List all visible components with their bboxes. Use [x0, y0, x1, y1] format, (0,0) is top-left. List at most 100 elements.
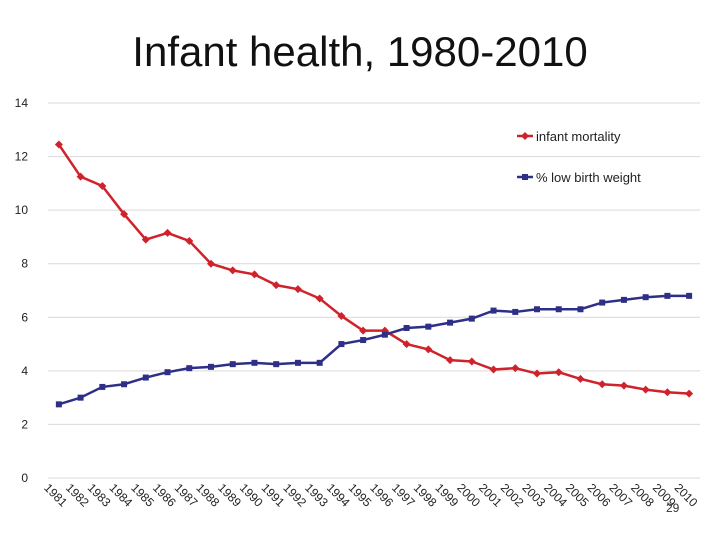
data-point: [293, 285, 302, 294]
series-infant-mortality: [54, 140, 694, 398]
data-point: [229, 361, 236, 368]
data-point: [489, 365, 498, 374]
x-tick-label: 1992: [280, 481, 309, 510]
data-point: [315, 294, 324, 303]
data-point: [577, 306, 584, 313]
x-tick-label: 1996: [367, 481, 396, 510]
y-tick-label: 2: [21, 417, 28, 431]
data-point: [403, 325, 410, 331]
data-point: [251, 359, 258, 366]
data-point: [164, 369, 171, 376]
data-point: [664, 292, 671, 299]
legend-item: % low birth weight: [517, 170, 641, 185]
data-point: [55, 401, 62, 408]
data-point: [250, 270, 259, 279]
data-point: [554, 368, 563, 377]
x-tick-label: 1995: [346, 481, 375, 510]
data-point: [512, 308, 519, 315]
x-tick-label: 2004: [541, 481, 570, 510]
data-point: [141, 235, 150, 244]
x-tick-label: 1990: [237, 481, 266, 510]
x-tick-label: 2001: [476, 481, 505, 510]
y-tick-label: 0: [21, 471, 28, 485]
legend-item: infant mortality: [517, 129, 621, 144]
data-point: [685, 389, 694, 398]
data-point: [142, 374, 149, 381]
data-point: [186, 365, 193, 372]
legend-marker: [522, 174, 528, 180]
data-point: [54, 140, 63, 149]
x-tick-label: 2002: [498, 481, 527, 510]
x-tick-label: 2000: [454, 481, 483, 510]
legend: infant mortality % low birth weight: [517, 129, 641, 185]
data-point: [228, 266, 237, 275]
data-point: [207, 259, 215, 268]
y-tick-label: 14: [15, 96, 29, 110]
data-point: [381, 331, 388, 338]
data-point: [599, 299, 606, 306]
x-tick-label: 1981: [41, 481, 70, 510]
data-point: [576, 374, 585, 383]
series-line: [58, 294, 690, 406]
data-point: [77, 394, 84, 401]
x-tick-label: 1989: [215, 481, 244, 510]
y-tick-label: 10: [15, 203, 29, 217]
x-tick-label: 2003: [519, 481, 548, 510]
x-tick-label: 2005: [563, 481, 592, 510]
data-point: [316, 359, 323, 366]
data-point: [273, 361, 280, 368]
y-tick-label: 8: [21, 257, 28, 271]
series-line: [57, 143, 690, 395]
data-point: [121, 381, 128, 388]
x-tick-label: 1991: [259, 481, 288, 510]
data-point: [619, 381, 628, 390]
data-point: [467, 357, 476, 366]
data-point: [686, 292, 693, 299]
data-point: [533, 369, 541, 378]
legend-marker: [521, 132, 529, 140]
data-point: [360, 337, 367, 344]
legend-label: % low birth weight: [536, 170, 641, 185]
x-tick-label: 1983: [85, 481, 114, 510]
data-point: [272, 281, 281, 290]
legend-label: infant mortality: [536, 129, 621, 144]
y-tick-label: 12: [15, 150, 29, 164]
data-point: [642, 294, 649, 301]
page-number: 29: [666, 501, 680, 515]
data-point: [359, 326, 368, 335]
gridlines: [48, 102, 700, 479]
x-tick-label: 1994: [324, 481, 353, 510]
x-axis-ticks: 1981198219831984198519861987198819891990…: [41, 481, 700, 510]
x-tick-label: 1988: [193, 481, 222, 510]
data-point: [337, 311, 346, 320]
series-lines: [54, 140, 694, 408]
x-tick-label: 2007: [606, 481, 635, 510]
x-tick-label: 1997: [389, 481, 418, 510]
x-tick-label: 1987: [172, 481, 201, 510]
x-tick-label: 1986: [150, 481, 179, 510]
data-point: [663, 388, 672, 397]
data-point: [294, 359, 301, 366]
data-point: [76, 172, 85, 181]
data-point: [208, 363, 214, 370]
data-point: [490, 307, 497, 314]
y-axis-ticks: 0 2 4 6 8 10 12 14: [15, 96, 29, 485]
data-point: [468, 315, 475, 322]
data-point: [534, 306, 540, 313]
slide-title: Infant health, 1980-2010: [132, 28, 588, 75]
x-tick-label: 1998: [411, 481, 440, 510]
data-point: [424, 345, 433, 354]
x-tick-label: 1999: [433, 481, 462, 510]
data-point: [120, 210, 129, 219]
data-point: [425, 323, 432, 330]
x-tick-label: 1985: [128, 481, 157, 510]
data-point: [511, 364, 520, 373]
data-point: [555, 306, 562, 313]
data-point: [185, 236, 194, 245]
data-point: [402, 340, 411, 349]
data-point: [163, 228, 172, 237]
x-tick-label: 1984: [107, 481, 136, 510]
y-tick-label: 4: [21, 364, 28, 378]
x-tick-label: 1993: [302, 481, 331, 510]
data-point: [446, 356, 455, 365]
